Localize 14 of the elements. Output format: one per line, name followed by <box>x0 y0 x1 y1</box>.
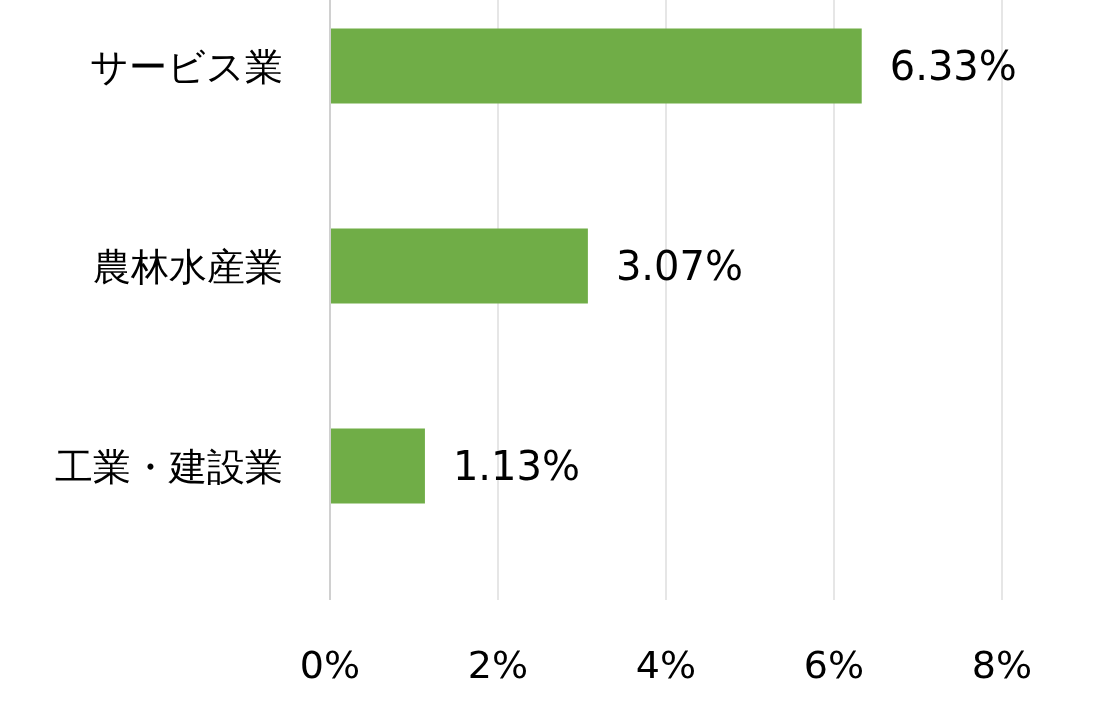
y-tick-label: 農林水産業 <box>93 245 283 289</box>
bar <box>330 28 862 104</box>
data-label: 6.33% <box>889 43 1017 89</box>
x-tick-label: 8% <box>971 643 1033 687</box>
x-tick-label: 4% <box>635 643 697 687</box>
bar <box>330 428 425 504</box>
data-label: 1.13% <box>452 443 580 489</box>
x-tick-label: 0% <box>299 643 361 687</box>
y-tick-label: サービス業 <box>90 45 283 89</box>
y-tick-label: 工業・建設業 <box>55 445 283 489</box>
x-tick-label: 2% <box>467 643 529 687</box>
bar <box>330 228 588 304</box>
x-tick-label: 6% <box>803 643 865 687</box>
data-label: 3.07% <box>615 243 743 289</box>
